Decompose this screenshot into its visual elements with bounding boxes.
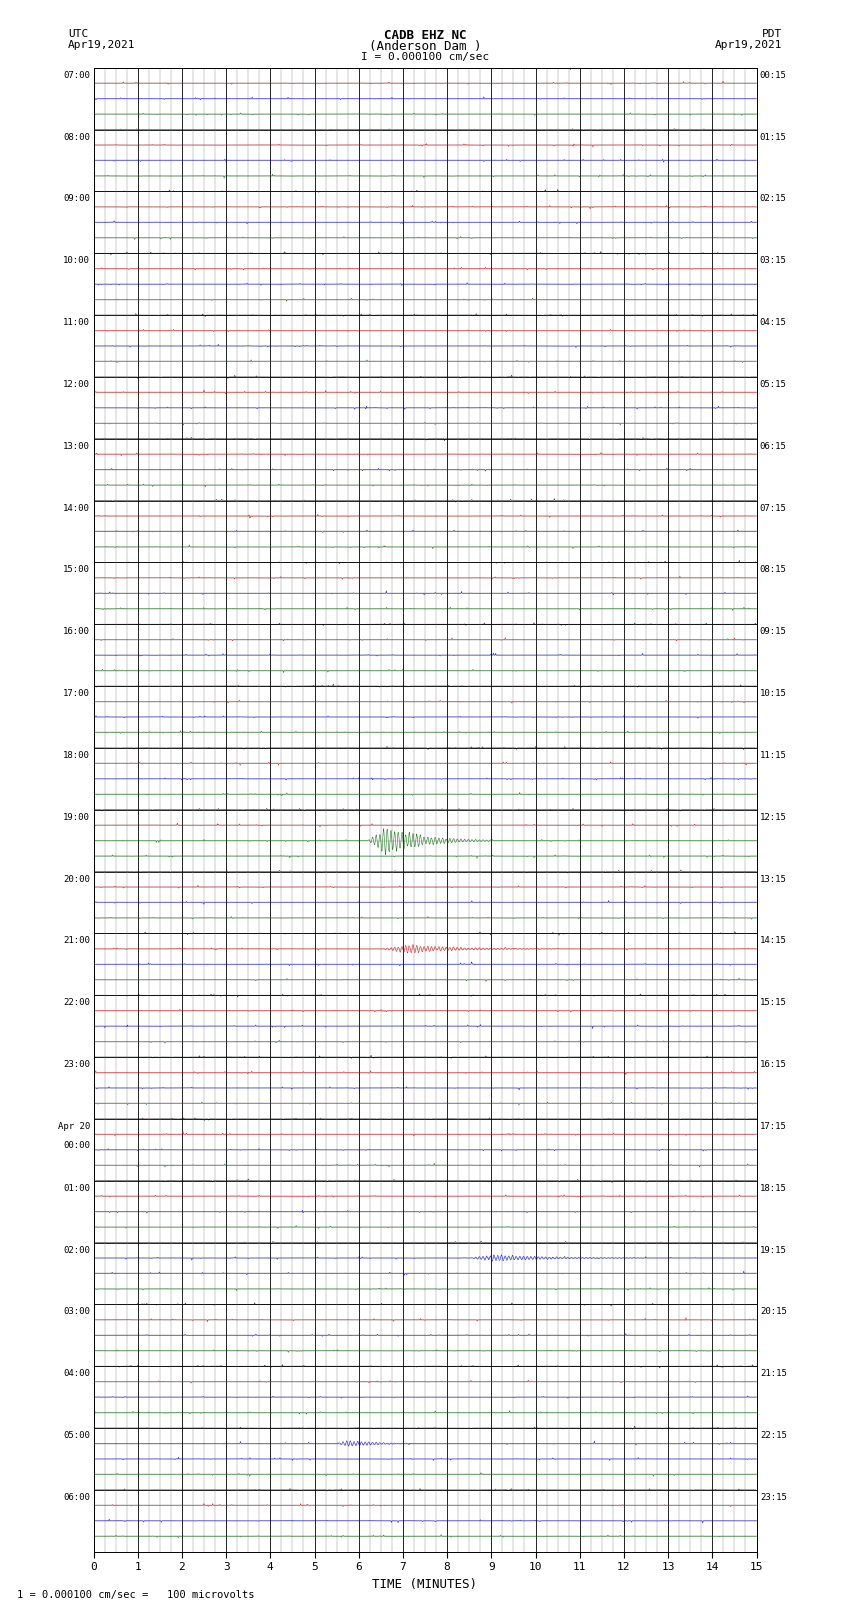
Text: 21:00: 21:00 <box>63 937 90 945</box>
Text: 04:00: 04:00 <box>63 1369 90 1378</box>
Text: 09:00: 09:00 <box>63 195 90 203</box>
Text: 20:00: 20:00 <box>63 874 90 884</box>
X-axis label: TIME (MINUTES): TIME (MINUTES) <box>372 1578 478 1590</box>
Text: 20:15: 20:15 <box>760 1308 787 1316</box>
Text: 06:00: 06:00 <box>63 1494 90 1502</box>
Text: 07:00: 07:00 <box>63 71 90 79</box>
Text: (Anderson Dam ): (Anderson Dam ) <box>369 40 481 53</box>
Text: 02:00: 02:00 <box>63 1245 90 1255</box>
Text: 16:00: 16:00 <box>63 627 90 636</box>
Text: Apr 20: Apr 20 <box>58 1123 90 1131</box>
Text: 11:00: 11:00 <box>63 318 90 327</box>
Text: 17:15: 17:15 <box>760 1123 787 1131</box>
Text: 08:00: 08:00 <box>63 132 90 142</box>
Text: 11:15: 11:15 <box>760 752 787 760</box>
Text: 23:00: 23:00 <box>63 1060 90 1069</box>
Text: 23:15: 23:15 <box>760 1494 787 1502</box>
Text: 21:15: 21:15 <box>760 1369 787 1378</box>
Text: CADB EHZ NC: CADB EHZ NC <box>383 29 467 42</box>
Text: 15:15: 15:15 <box>760 998 787 1007</box>
Text: 10:00: 10:00 <box>63 256 90 265</box>
Text: 01:00: 01:00 <box>63 1184 90 1192</box>
Text: 02:15: 02:15 <box>760 195 787 203</box>
Text: 13:00: 13:00 <box>63 442 90 450</box>
Text: 10:15: 10:15 <box>760 689 787 698</box>
Text: 18:00: 18:00 <box>63 752 90 760</box>
Text: 03:00: 03:00 <box>63 1308 90 1316</box>
Text: 06:15: 06:15 <box>760 442 787 450</box>
Text: 07:15: 07:15 <box>760 503 787 513</box>
Text: Apr19,2021: Apr19,2021 <box>68 40 135 50</box>
Text: 04:15: 04:15 <box>760 318 787 327</box>
Text: 08:15: 08:15 <box>760 566 787 574</box>
Text: 05:00: 05:00 <box>63 1431 90 1440</box>
Text: 15:00: 15:00 <box>63 566 90 574</box>
Text: 01:15: 01:15 <box>760 132 787 142</box>
Text: 16:15: 16:15 <box>760 1060 787 1069</box>
Text: 22:15: 22:15 <box>760 1431 787 1440</box>
Text: 22:00: 22:00 <box>63 998 90 1007</box>
Text: 14:15: 14:15 <box>760 937 787 945</box>
Text: I = 0.000100 cm/sec: I = 0.000100 cm/sec <box>361 52 489 61</box>
Text: 05:15: 05:15 <box>760 381 787 389</box>
Text: PDT: PDT <box>762 29 782 39</box>
Text: 03:15: 03:15 <box>760 256 787 265</box>
Text: 00:15: 00:15 <box>760 71 787 79</box>
Text: 1 = 0.000100 cm/sec =   100 microvolts: 1 = 0.000100 cm/sec = 100 microvolts <box>17 1590 254 1600</box>
Text: 12:00: 12:00 <box>63 381 90 389</box>
Text: 09:15: 09:15 <box>760 627 787 636</box>
Text: 12:15: 12:15 <box>760 813 787 821</box>
Text: UTC: UTC <box>68 29 88 39</box>
Text: 19:00: 19:00 <box>63 813 90 821</box>
Text: 00:00: 00:00 <box>63 1140 90 1150</box>
Text: 17:00: 17:00 <box>63 689 90 698</box>
Text: 14:00: 14:00 <box>63 503 90 513</box>
Text: Apr19,2021: Apr19,2021 <box>715 40 782 50</box>
Text: 18:15: 18:15 <box>760 1184 787 1192</box>
Text: 19:15: 19:15 <box>760 1245 787 1255</box>
Text: 13:15: 13:15 <box>760 874 787 884</box>
